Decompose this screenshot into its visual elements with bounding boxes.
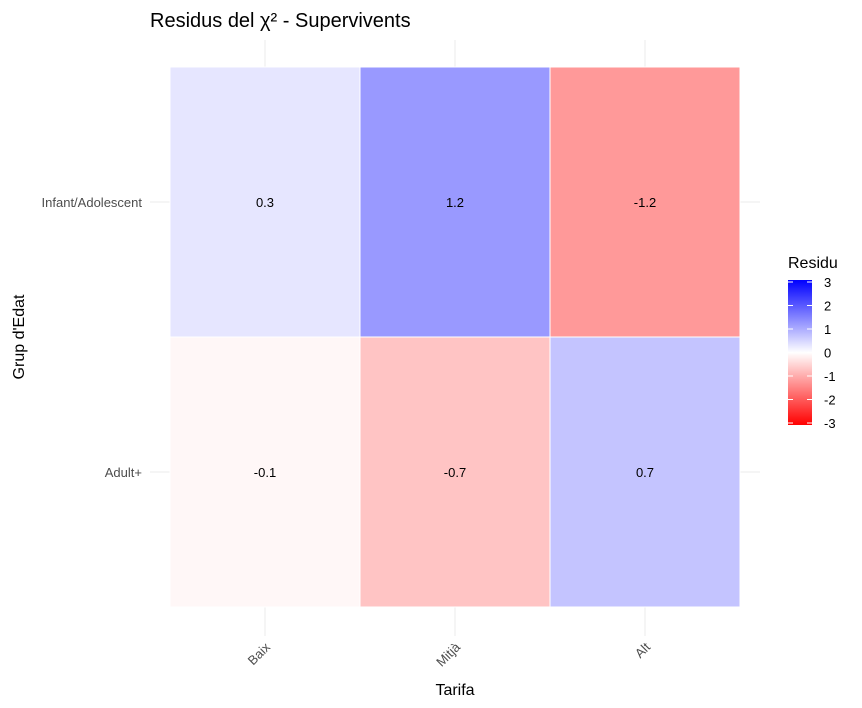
legend-tick-label: -2	[824, 393, 836, 408]
cell-value-label: 0.3	[256, 195, 274, 210]
heatmap-cell-4	[359, 336, 551, 608]
cell-value-label: -0.7	[444, 465, 466, 480]
y-axis-tick-labels: Infant/Adolescent Adult+	[42, 195, 143, 480]
x-tick-label: Alt	[632, 639, 654, 661]
y-axis-title: Grup d'Edat	[11, 294, 28, 379]
legend-tick-label: -1	[824, 369, 836, 384]
y-tick-label: Adult+	[105, 465, 142, 480]
cell-value-label: 1.2	[446, 195, 464, 210]
legend-title: Residu	[788, 255, 838, 272]
cell-value-label: -1.2	[634, 195, 656, 210]
x-axis-tick-labels: Baix Mitjà Alt	[245, 639, 654, 670]
legend-tick-label: 2	[824, 299, 831, 314]
heatmap-cell-labels: 0.3 1.2 -1.2 -0.1 -0.7 0.7	[254, 195, 656, 480]
legend-tick-label: 3	[824, 275, 831, 290]
cell-value-label: -0.1	[254, 465, 276, 480]
legend-tick-label: 1	[824, 322, 831, 337]
x-tick-label: Mitjà	[433, 639, 464, 670]
heatmap-cell-0	[169, 66, 361, 338]
x-tick-label: Baix	[245, 639, 274, 668]
heatmap-cell-3	[169, 336, 361, 608]
heatmap-cells	[169, 66, 741, 608]
chart-title: Residus del χ² - Supervivents	[150, 10, 411, 32]
legend-tick-label: 0	[824, 346, 831, 361]
heatmap-cell-5	[549, 336, 741, 608]
cell-value-label: 0.7	[636, 465, 654, 480]
legend-tick-labels: 3 2 1 0 -1 -2 -3	[788, 275, 836, 431]
color-legend: Residu 3 2 1 0 -1 -2 -3	[788, 255, 838, 431]
y-tick-label: Infant/Adolescent	[42, 195, 143, 210]
heatmap-cell-1	[359, 66, 551, 338]
heatmap-cell-2	[549, 66, 741, 338]
x-axis-title: Tarifa	[435, 682, 474, 699]
legend-tick-label: -3	[824, 416, 836, 431]
